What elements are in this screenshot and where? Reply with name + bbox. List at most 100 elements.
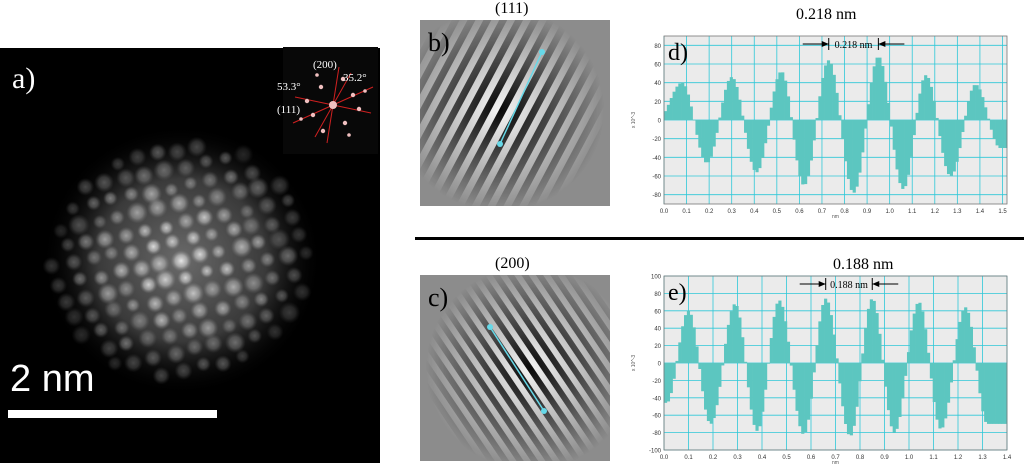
x-tick-label: 1.3 (953, 209, 962, 215)
atom-column (126, 201, 148, 224)
profile-bar (784, 321, 788, 363)
profile-bar (726, 80, 731, 120)
atom-column (191, 193, 207, 209)
profile-bar (795, 363, 799, 411)
atom-column (183, 176, 198, 191)
panel-b-header: (111) (495, 0, 529, 17)
profile-chart-e: -100 -80 -60 -40 -20 0 20 40 60 80 100 0.0 0.1 0.2 0.3… (631, 275, 1012, 467)
x-tick-label: 1.0 (885, 209, 894, 215)
atom-column (185, 338, 204, 356)
atom-column (243, 272, 265, 294)
profile-bar (989, 120, 994, 130)
profile-bar (701, 120, 705, 158)
profile-bar (684, 315, 688, 363)
x-tick-label: 1.1 (908, 209, 917, 215)
profile-bar (972, 347, 976, 363)
profile-bar (861, 353, 865, 363)
atom-column (64, 307, 84, 327)
x-tick-label: 0.0 (660, 209, 669, 215)
profile-bar (849, 120, 853, 190)
profile-bar (792, 120, 796, 140)
y-tick-label: 80 (654, 292, 661, 298)
atom-column (274, 288, 289, 303)
profile-bar (812, 120, 816, 141)
atom-column (168, 192, 190, 214)
panel-letter-d: d) (668, 40, 688, 66)
fringe-pattern-c (420, 275, 610, 461)
x-tick-label: 0.9 (863, 209, 872, 215)
profile-bar (901, 120, 905, 189)
profile-bars (664, 298, 1008, 436)
profile-bar (738, 317, 742, 363)
atom-column (170, 307, 188, 325)
profile-bar (818, 321, 822, 363)
atom-column (239, 203, 255, 220)
fringe-image-111: b) (420, 20, 610, 206)
profile-bar (855, 120, 859, 187)
atom-column (72, 271, 88, 287)
atom-column (190, 301, 209, 320)
profile-bar (792, 363, 796, 390)
atom-column (230, 236, 253, 258)
profile-bar (704, 363, 708, 410)
profile-bar (726, 324, 731, 363)
profile-bar (938, 120, 942, 137)
atom-column (131, 259, 152, 279)
profile-bar (986, 363, 991, 424)
atom-column (198, 153, 214, 169)
atom-column (182, 282, 205, 305)
profile-bar (718, 363, 722, 387)
profile-bar (712, 120, 716, 147)
profile-bar (986, 118, 991, 120)
atom-column (129, 310, 150, 332)
y-tick-label: -20 (652, 137, 661, 143)
fft-pattern (292, 66, 374, 144)
atom-column (95, 229, 115, 249)
atom-column (238, 312, 258, 331)
x-tick-label: 0.6 (795, 209, 804, 215)
atom-column (110, 156, 126, 172)
profile-bar (766, 120, 771, 126)
profile-bar (746, 363, 751, 388)
profile-bar (926, 352, 931, 363)
profile-bar (715, 120, 719, 133)
atom-column (285, 266, 303, 284)
profile-bar (901, 363, 905, 399)
profile-bar (961, 120, 965, 133)
y-axis-label: x 10^-3 (631, 355, 637, 371)
atom-column (116, 168, 136, 188)
atom-column (214, 299, 232, 318)
atom-column (104, 300, 123, 319)
profile-bar (709, 120, 713, 157)
profile-bar (789, 117, 793, 120)
profile-bar (844, 120, 848, 162)
profile-bar (935, 117, 939, 120)
profile-bar (761, 120, 765, 159)
profile-bar (775, 303, 779, 363)
profile-bar (895, 363, 899, 429)
profile-bar (869, 82, 873, 120)
profile-bar (778, 300, 782, 363)
x-tick-label: 0.1 (682, 209, 691, 215)
profile-bar (744, 120, 748, 133)
atom-column (233, 293, 251, 311)
x-tick-label: 0.5 (773, 209, 782, 215)
profile-bar (695, 346, 699, 363)
profile-bar (721, 102, 725, 120)
profile-bar (984, 363, 988, 422)
profile-bar (958, 321, 962, 363)
y-tick-label: 80 (654, 44, 661, 50)
profile-bar (898, 120, 902, 184)
y-tick-label: -80 (652, 193, 661, 199)
atom-column (94, 172, 114, 193)
scale-bar-label: 2 nm (10, 358, 95, 400)
atom-column (148, 143, 167, 162)
profile-bar (909, 120, 913, 157)
fft-angle-left: 53.3° (277, 81, 301, 93)
y-tick-label: 0 (658, 362, 662, 368)
atom-column (266, 323, 284, 341)
profile-bar (918, 302, 922, 363)
profile-bar (889, 120, 893, 127)
profile-bar (838, 115, 842, 120)
atom-column (203, 334, 223, 354)
